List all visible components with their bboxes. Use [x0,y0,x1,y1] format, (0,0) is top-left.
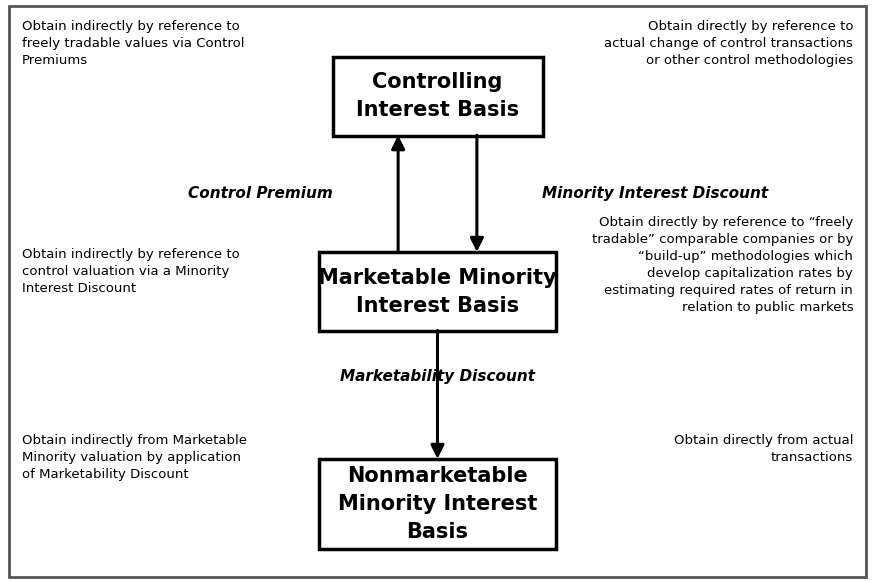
Bar [319,459,556,549]
Text: Nonmarketable
Minority Interest
Basis: Nonmarketable Minority Interest Basis [338,466,537,542]
Text: Obtain indirectly by reference to
freely tradable values via Control
Premiums: Obtain indirectly by reference to freely… [22,20,244,68]
Text: Controlling
Interest Basis: Controlling Interest Basis [356,72,519,120]
Text: Obtain directly by reference to
actual change of control transactions
or other c: Obtain directly by reference to actual c… [605,20,853,68]
Text: Control Premium: Control Premium [188,186,332,201]
Text: Obtain indirectly by reference to
control valuation via a Minority
Interest Disc: Obtain indirectly by reference to contro… [22,248,240,295]
Text: Obtain directly from actual
transactions: Obtain directly from actual transactions [674,434,853,464]
Text: Obtain indirectly from Marketable
Minority valuation by application
of Marketabi: Obtain indirectly from Marketable Minori… [22,434,247,482]
Bar [332,57,542,136]
Bar [319,252,556,331]
Text: Marketability Discount: Marketability Discount [340,368,535,384]
Text: Marketable Minority
Interest Basis: Marketable Minority Interest Basis [318,268,556,315]
Text: Minority Interest Discount: Minority Interest Discount [542,186,768,201]
Text: Obtain directly by reference to “freely
tradable” comparable companies or by
“bu: Obtain directly by reference to “freely … [592,216,853,314]
